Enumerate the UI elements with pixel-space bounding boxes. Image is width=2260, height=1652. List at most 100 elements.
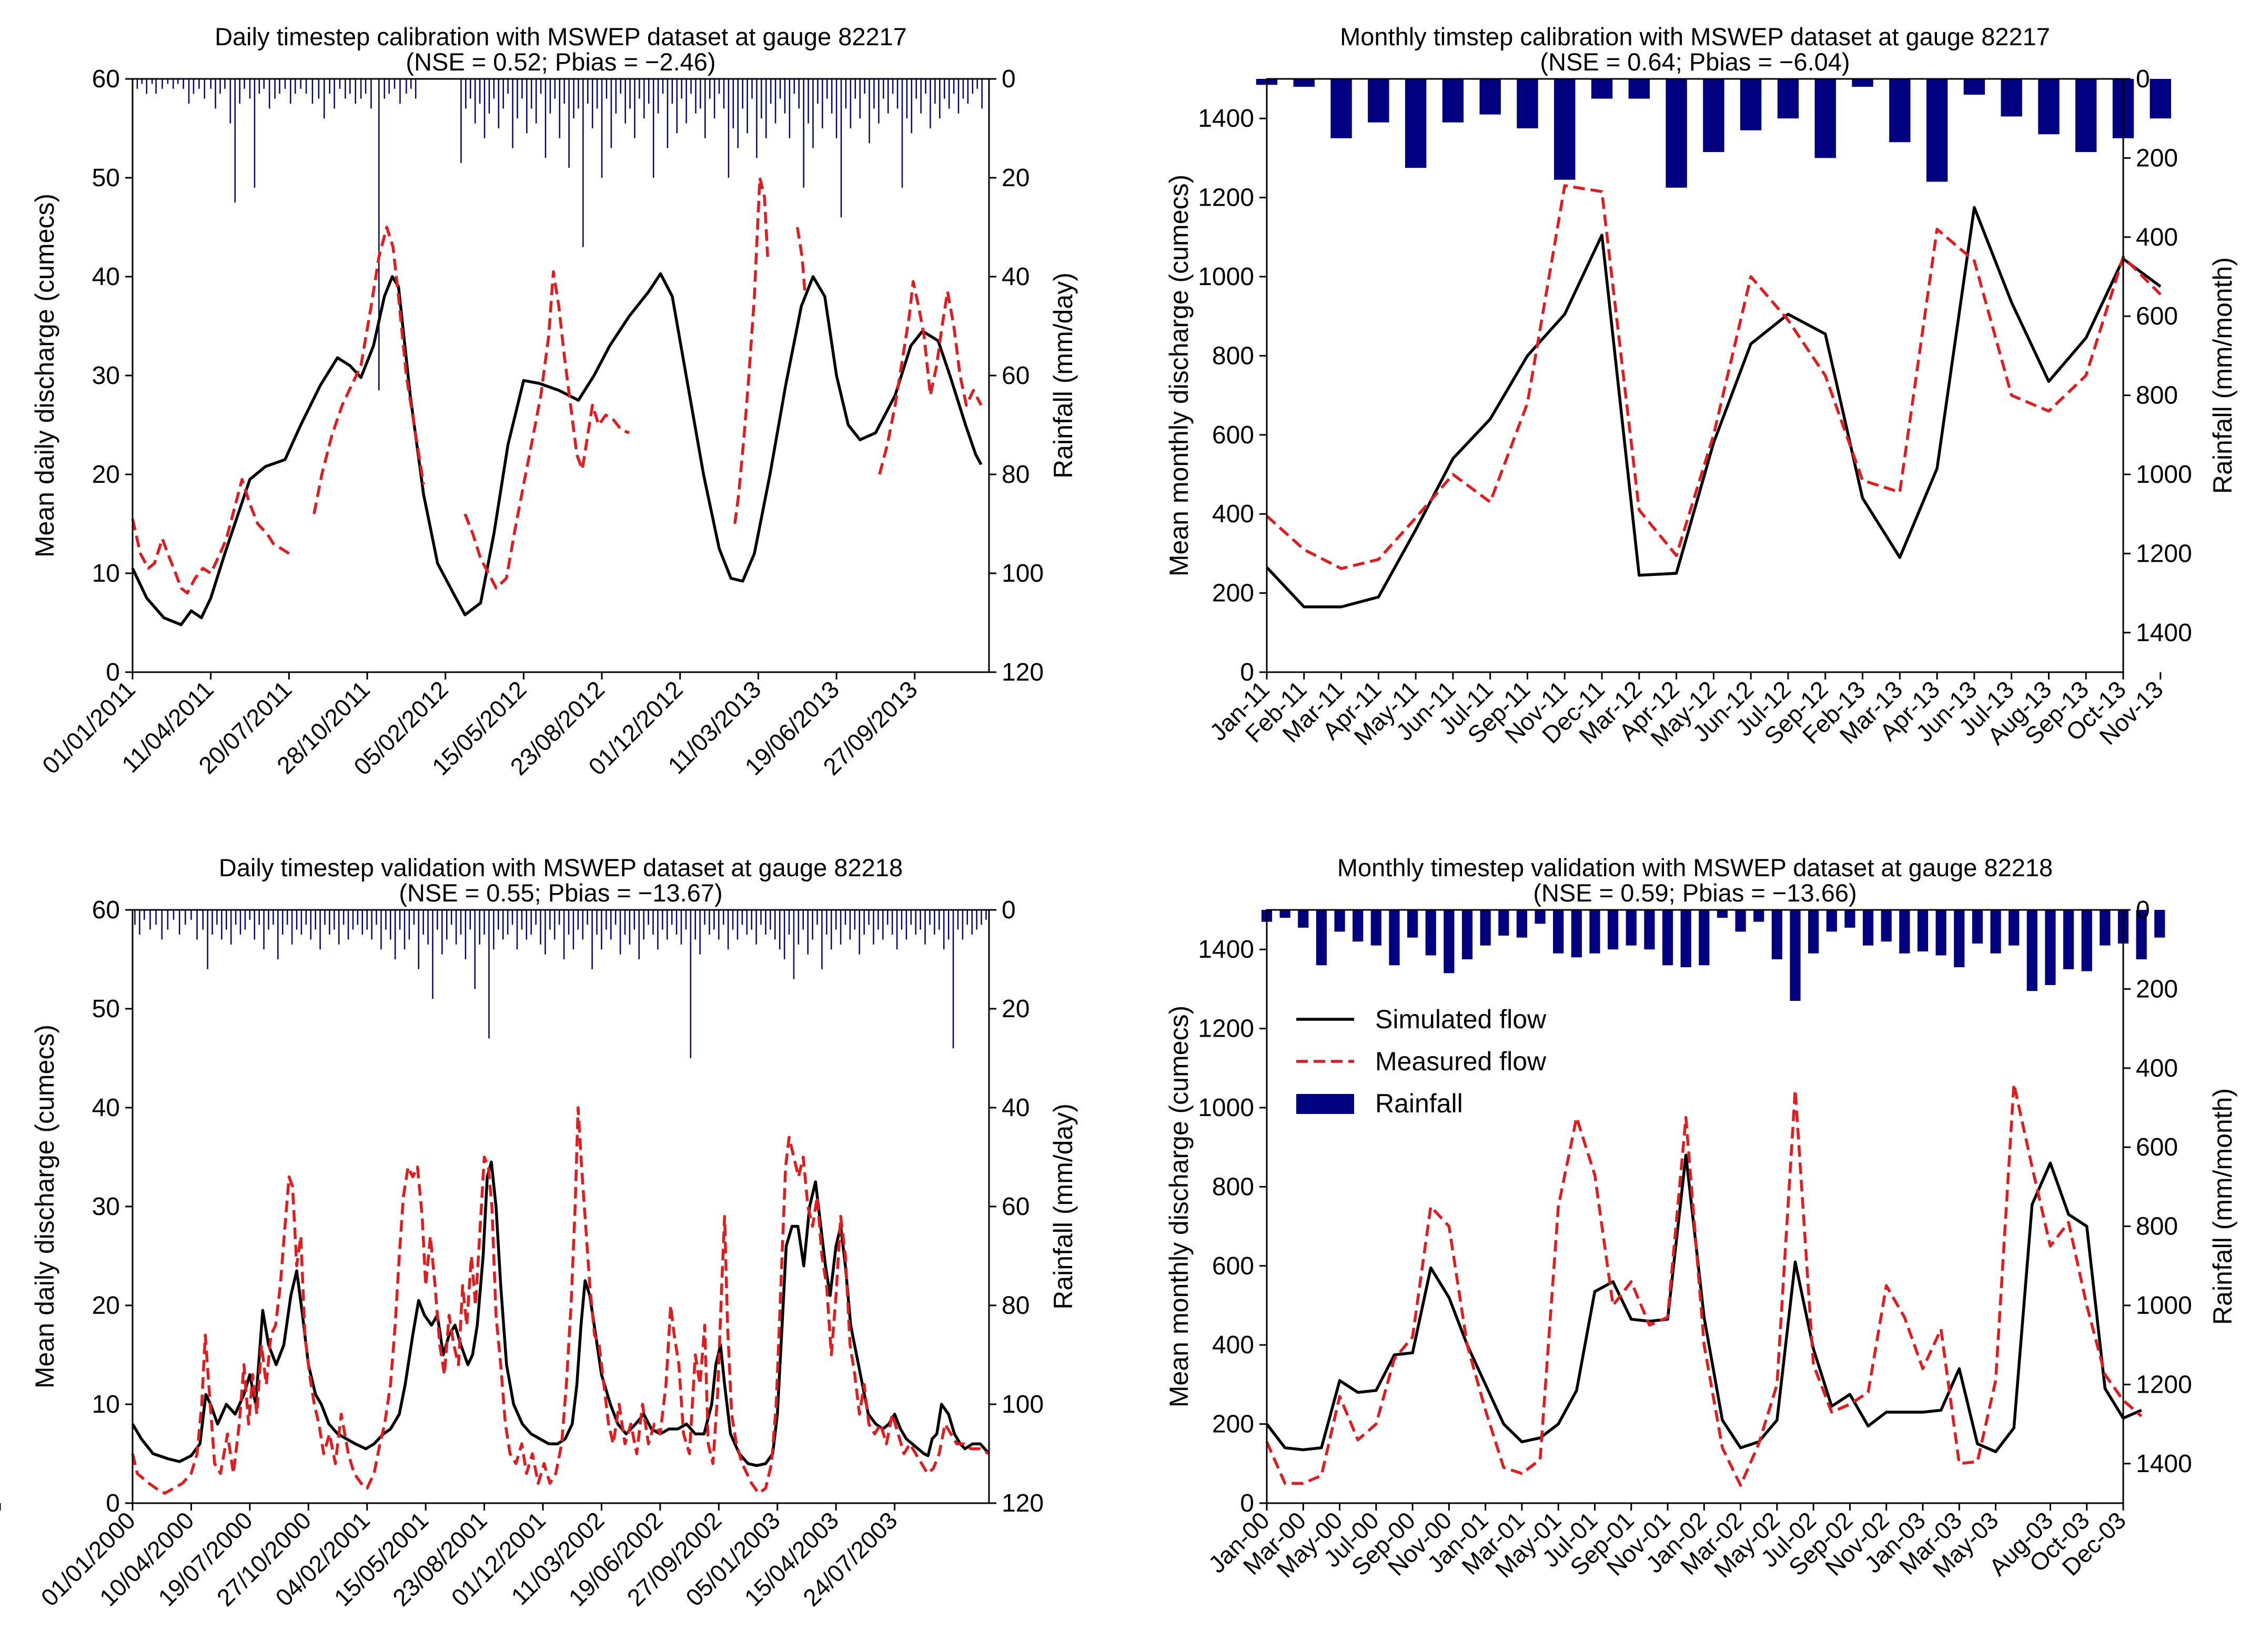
y2-tick-label: 1400 [2136,1450,2192,1478]
y-tick-label: 800 [1212,1173,1254,1201]
rainfall-bar [2100,910,2111,946]
y-tick-label: 1000 [1198,1094,1254,1122]
rainfall-bar [1442,79,1464,123]
rainfall-bar [1662,910,1673,966]
y2-axis-label: Rainfall (mm/day) [1048,272,1078,479]
y-tick-label: 1000 [1198,263,1254,291]
chart-subtitle: (NSE = 0.59; Pbias = −13.66) [1533,879,1857,907]
rainfall-bar [1298,910,1309,928]
rainfall-bar [1680,910,1691,968]
rainfall-bar [2009,910,2020,946]
rainfall-bar [1330,79,1352,138]
chart-subtitle: (NSE = 0.64; Pbias = −6.04) [1540,48,1850,76]
rainfall-bar [1407,910,1418,938]
rainfall-bar [1808,910,1819,954]
y2-tick-label: 1400 [2136,619,2192,647]
y-tick-label: 0 [106,658,120,686]
rainfall-bar [2150,79,2171,119]
legend-entry: Simulated flow [1375,1005,1547,1034]
y-tick-label: 10 [92,1391,120,1418]
rainfall-bar [1990,910,2001,954]
y2-tick-label: 60 [1002,1193,1030,1221]
y2-tick-label: 20 [1002,995,1030,1023]
y-tick-label: 400 [1212,500,1254,528]
chart-p2: Monthly timstep calibration with MSWEP d… [1164,23,2237,752]
measured-flow-line [1265,1082,2143,1487]
y2-tick-label: 1000 [2136,1292,2192,1320]
measured-flow-line [131,1106,990,1495]
rainfall-bar [1370,910,1381,946]
rainfall-bar [1517,79,1538,128]
y2-tick-label: 20 [1002,164,1030,192]
legend: Simulated flow Measured flow Rainfall [1296,1005,1547,1118]
y2-tick-label: 1200 [2136,540,2192,567]
rainfall-bar [1926,79,1948,182]
rainfall-bar [1666,79,1687,188]
y-tick-label: 200 [1212,580,1254,607]
rainfall-bar [2001,79,2022,117]
rainfall-bar [1972,910,1983,944]
rainfall-bar [1535,910,1546,924]
rainfall-bar [2075,79,2097,153]
y2-tick-label: 40 [1002,1094,1030,1122]
y-axis-label: Mean monthly discharge (cumecs) [1164,175,1194,576]
simulated-flow-line [1265,1153,2142,1453]
chart-title: Monthly timestep validation with MSWEP d… [1337,854,2053,881]
rainfall-bar [1444,910,1455,974]
rainfall-bar [1703,79,1724,153]
rainfall-bar [1628,79,1650,99]
rainfall-bar [2038,79,2060,135]
rainfall-bar [1554,79,1576,180]
rainfall-bar [1963,79,1985,95]
measured-flow-line [312,226,425,514]
legend-rainfall-swatch [1296,1094,1354,1114]
y2-axis-label: Rainfall (mm/month) [2208,257,2237,494]
y2-tick-label: 80 [1002,1292,1030,1320]
y2-tick-label: 100 [1002,1391,1044,1418]
rainfall-bar [2081,910,2092,971]
y2-tick-label: 100 [1002,560,1044,587]
y-tick-label: 0 [106,1489,120,1517]
y2-tick-label: 600 [2136,1133,2178,1161]
rainfall-bar [1591,79,1613,99]
measured-flow-line [131,478,290,595]
measured-flow-line [1266,184,2162,570]
y-tick-label: 30 [92,1193,120,1221]
rainfall-bar [1826,910,1837,932]
rainfall-bar [1717,910,1728,918]
y-axis-label: Mean monthly discharge (cumecs) [1164,1006,1194,1407]
y-tick-label: 50 [92,164,120,192]
measured-flow-line [463,270,630,590]
y2-tick-label: 0 [2136,896,2150,924]
chart-subtitle: (NSE = 0.55; Pbias = −13.67) [399,879,722,907]
y2-tick-label: 200 [2136,975,2178,1003]
rainfall-bar [1608,910,1619,950]
rainfall-bar [1889,79,1911,143]
y2-tick-label: 400 [2136,224,2178,251]
y2-tick-label: 800 [2136,382,2178,410]
rainfall-bar [1740,79,1762,130]
rainfall-bar [1293,79,1315,87]
legend-entry: Rainfall [1375,1089,1463,1118]
simulated-flow-line [131,1160,991,1467]
rainfall-bar [1899,910,1910,954]
y2-tick-label: 0 [1002,896,1016,924]
rainfall-bar [1852,79,1873,87]
y2-tick-label: 600 [2136,302,2178,330]
y-tick-label: 1400 [1198,936,1254,964]
chart-title: Daily timestep calibration with MSWEP da… [215,23,907,50]
y-tick-label: 600 [1212,1252,1254,1280]
rainfall-bars [134,910,987,1058]
y-tick-label: 60 [92,896,120,924]
rainfall-bar [1553,910,1564,954]
rainfall-bar [1644,910,1655,950]
rainfall-bar [1790,910,1801,1001]
rainfall-bar [1589,910,1600,954]
measured-flow-line [795,227,807,297]
y-tick-label: 200 [1212,1411,1254,1438]
rainfall-bars [132,79,983,391]
y-tick-label: 50 [92,995,120,1023]
y2-axis-label: Rainfall (mm/day) [1048,1103,1078,1310]
y2-tick-label: 40 [1002,263,1030,291]
y-tick-label: 0 [1240,658,1254,686]
